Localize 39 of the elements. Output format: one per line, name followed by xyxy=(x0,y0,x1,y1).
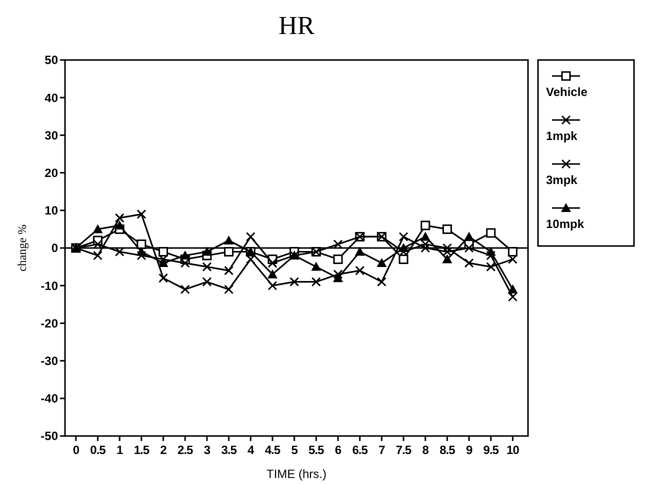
y-tick-label: -30 xyxy=(40,354,58,368)
y-tick-label: 10 xyxy=(44,204,58,218)
y-tick-label: 20 xyxy=(44,166,58,180)
y-tick-label: -50 xyxy=(40,429,58,444)
y-tick-label: -40 xyxy=(40,392,58,406)
x-tick-label: 9.5 xyxy=(483,443,500,457)
x-tick-label: 6.5 xyxy=(352,443,368,457)
x-tick-label: 5 xyxy=(291,443,298,457)
legend-label: 1mpk xyxy=(546,129,578,143)
x-tick-label: 3 xyxy=(204,443,211,457)
x-tick-label: 0.5 xyxy=(90,443,106,457)
x-tick-label: 9 xyxy=(466,443,473,457)
legend-label: 10mpk xyxy=(546,217,584,231)
x-tick-label: 7.5 xyxy=(396,443,412,457)
y-tick-label: 40 xyxy=(44,90,58,105)
y-tick-label: 0 xyxy=(51,241,58,256)
x-tick-label: 8.5 xyxy=(440,443,456,457)
x-tick-label: 1 xyxy=(116,443,124,457)
x-tick-label: 7 xyxy=(378,443,386,457)
x-tick-label: 3.5 xyxy=(221,443,238,457)
x-tick-label: 0 xyxy=(72,443,80,457)
x-tick-label: 2 xyxy=(160,443,168,457)
y-axis-title: change % xyxy=(15,224,29,272)
y-tick-label: -10 xyxy=(40,278,58,293)
x-tick-label: 4 xyxy=(248,443,255,457)
x-tick-label: 1.5 xyxy=(134,443,150,457)
x-tick-label: 4.5 xyxy=(264,443,281,457)
legend-label: Vehicle xyxy=(546,85,588,99)
x-tick-label: 8 xyxy=(422,443,430,457)
x-axis-title: TIME (hrs.) xyxy=(266,467,326,481)
x-tick-label: 2.5 xyxy=(178,443,194,457)
x-tick-label: 10 xyxy=(506,443,520,457)
y-tick-label: 50 xyxy=(44,53,58,68)
y-tick-label: 30 xyxy=(44,128,58,142)
legend-label: 3mpk xyxy=(546,173,578,187)
y-tick-label: -20 xyxy=(40,316,58,330)
x-tick-label: 6 xyxy=(334,443,342,457)
x-tick-label: 5.5 xyxy=(308,443,325,457)
chart-title: HR xyxy=(278,11,316,40)
